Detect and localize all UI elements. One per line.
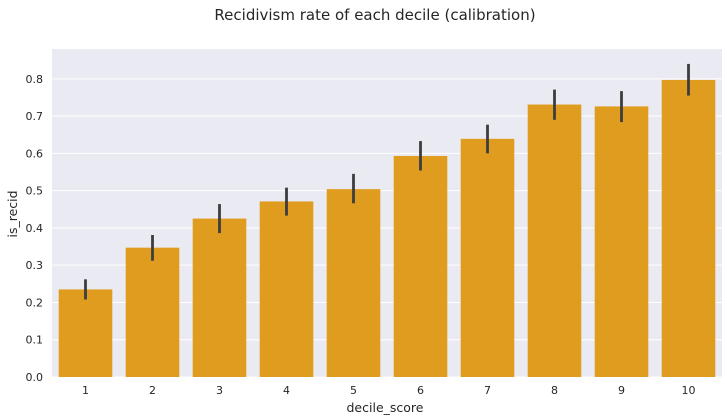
x-tick-labels: 1 2 3 4 5 6 7 8 9 10 (82, 384, 696, 397)
x-tick-label: 7 (484, 384, 491, 397)
y-tick-label: 0.3 (26, 259, 44, 272)
x-tick-label: 9 (618, 384, 625, 397)
y-tick-label: 0.0 (26, 371, 44, 384)
y-tick-labels: 0.0 0.1 0.2 0.3 0.4 0.5 0.6 0.7 0.8 (26, 73, 44, 384)
bar-7 (460, 138, 515, 377)
bar-2 (125, 247, 180, 377)
x-tick-label: 8 (551, 384, 558, 397)
error-bars (84, 63, 690, 300)
bar-5 (326, 189, 381, 377)
chart-title: Recidivism rate of each decile (calibrat… (214, 6, 535, 24)
y-tick-label: 0.2 (26, 296, 44, 309)
y-tick-label: 0.5 (26, 185, 44, 198)
bar-1 (58, 289, 113, 377)
y-tick-label: 0.1 (26, 334, 44, 347)
bar-3 (192, 218, 247, 377)
y-tick-label: 0.6 (26, 147, 44, 160)
bar-9 (594, 106, 649, 378)
y-tick-label: 0.4 (26, 222, 44, 235)
y-axis-label: is_recid (5, 190, 20, 237)
y-tick-label: 0.8 (26, 73, 44, 86)
x-tick-label: 5 (350, 384, 357, 397)
y-tick-label: 0.7 (26, 110, 44, 123)
bar-4 (259, 201, 314, 377)
bar-8 (527, 104, 582, 377)
bar-6 (393, 155, 448, 377)
x-axis-label: decile_score (347, 400, 424, 415)
x-tick-label: 10 (682, 384, 696, 397)
bar-10 (661, 79, 716, 377)
x-tick-label: 4 (283, 384, 290, 397)
x-tick-label: 6 (417, 384, 424, 397)
bars (58, 79, 716, 378)
x-tick-label: 2 (149, 384, 156, 397)
x-tick-label: 3 (216, 384, 223, 397)
x-tick-label: 1 (82, 384, 89, 397)
